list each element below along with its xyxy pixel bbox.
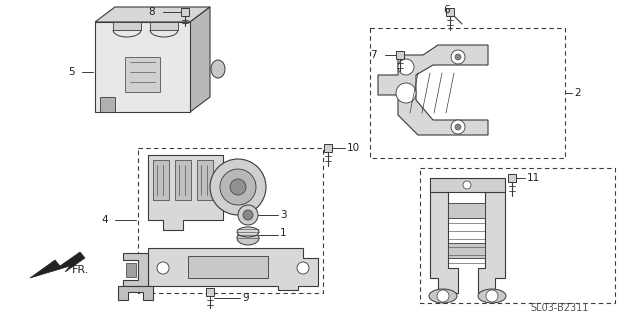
Ellipse shape [478,289,506,303]
Circle shape [451,50,465,64]
Polygon shape [190,7,210,112]
Bar [188,256,268,278]
Text: 1: 1 [280,228,287,238]
Bar [370,28,565,158]
Bar [420,168,615,303]
Text: 4: 4 [101,215,108,225]
Bar [153,160,169,200]
Circle shape [486,290,498,302]
Bar [175,160,191,200]
Polygon shape [430,188,458,293]
Circle shape [243,210,253,220]
Circle shape [220,169,256,205]
Ellipse shape [211,60,225,78]
Bar [181,8,189,16]
Polygon shape [100,97,115,112]
Ellipse shape [429,289,457,303]
Bar [126,263,136,277]
Text: 11: 11 [527,173,540,183]
Text: 9: 9 [242,293,248,303]
Bar [197,160,213,200]
Polygon shape [30,252,85,278]
Polygon shape [448,243,485,258]
Bar [138,148,323,293]
Polygon shape [448,203,485,218]
Circle shape [230,179,246,195]
Circle shape [238,205,258,225]
Text: 5: 5 [68,67,75,77]
Polygon shape [150,22,178,30]
Circle shape [396,83,416,103]
Text: 10: 10 [347,143,360,153]
Text: 3: 3 [280,210,287,220]
Circle shape [437,290,449,302]
Polygon shape [95,22,190,112]
Circle shape [398,59,414,75]
Ellipse shape [237,227,259,237]
Polygon shape [478,188,505,293]
Bar [324,144,332,152]
Circle shape [451,120,465,134]
Text: SL03-B2311: SL03-B2311 [530,303,588,313]
Polygon shape [118,286,153,300]
Text: 6: 6 [444,5,450,15]
Text: 8: 8 [148,7,155,17]
Text: FR.: FR. [72,265,90,275]
Circle shape [157,262,169,274]
Circle shape [455,54,461,60]
Bar [396,51,404,59]
Polygon shape [95,7,210,22]
Bar [430,178,505,192]
Bar [446,8,454,16]
Polygon shape [113,22,141,30]
Ellipse shape [237,231,259,245]
Polygon shape [123,253,148,286]
Bar [206,288,214,296]
Polygon shape [148,155,223,230]
Circle shape [297,262,309,274]
Circle shape [463,181,471,189]
Text: 7: 7 [371,50,377,60]
Polygon shape [378,45,488,135]
Polygon shape [148,248,318,290]
Polygon shape [125,57,160,92]
Circle shape [455,124,461,130]
Circle shape [210,159,266,215]
Bar [508,174,516,182]
Text: 2: 2 [574,88,580,98]
